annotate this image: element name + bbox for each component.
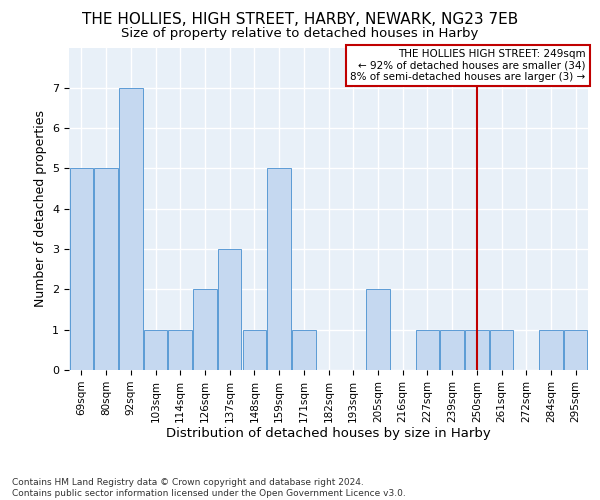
Text: Size of property relative to detached houses in Harby: Size of property relative to detached ho… <box>121 28 479 40</box>
X-axis label: Distribution of detached houses by size in Harby: Distribution of detached houses by size … <box>166 428 491 440</box>
Bar <box>539 330 563 370</box>
Bar <box>465 330 488 370</box>
Bar <box>144 330 167 370</box>
Text: THE HOLLIES HIGH STREET: 249sqm
← 92% of detached houses are smaller (34)
8% of : THE HOLLIES HIGH STREET: 249sqm ← 92% of… <box>350 49 586 82</box>
Bar <box>94 168 118 370</box>
Bar <box>218 249 241 370</box>
Bar <box>564 330 587 370</box>
Bar <box>416 330 439 370</box>
Text: Contains HM Land Registry data © Crown copyright and database right 2024.
Contai: Contains HM Land Registry data © Crown c… <box>12 478 406 498</box>
Bar <box>366 290 389 370</box>
Bar <box>268 168 291 370</box>
Text: THE HOLLIES, HIGH STREET, HARBY, NEWARK, NG23 7EB: THE HOLLIES, HIGH STREET, HARBY, NEWARK,… <box>82 12 518 28</box>
Bar <box>490 330 513 370</box>
Bar <box>440 330 464 370</box>
Bar <box>169 330 192 370</box>
Bar <box>119 88 143 370</box>
Bar <box>70 168 93 370</box>
Bar <box>292 330 316 370</box>
Bar <box>242 330 266 370</box>
Bar <box>193 290 217 370</box>
Y-axis label: Number of detached properties: Number of detached properties <box>34 110 47 307</box>
